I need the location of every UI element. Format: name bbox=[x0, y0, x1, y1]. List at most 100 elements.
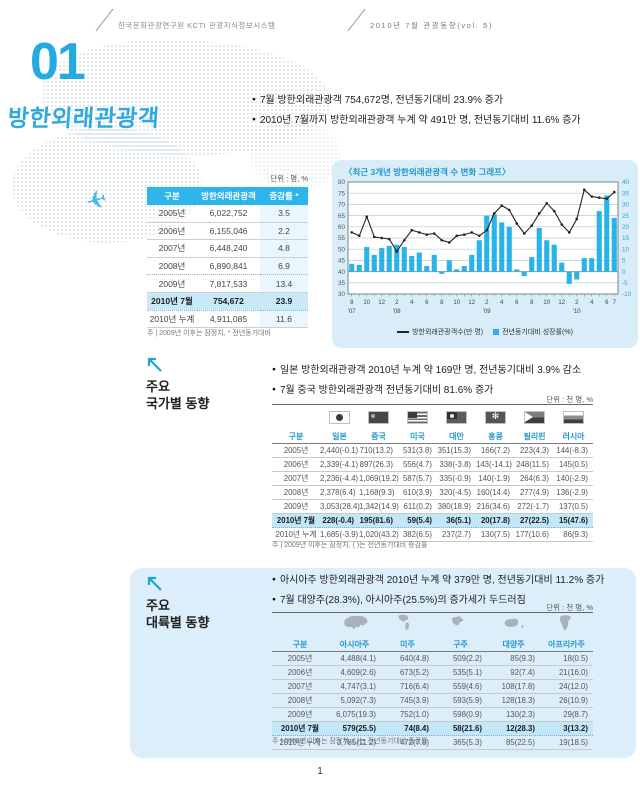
column-header: 구분 bbox=[272, 430, 320, 444]
growth-bar bbox=[544, 240, 550, 272]
table-cell: 137(0.5) bbox=[554, 499, 593, 514]
africa-continent-cell bbox=[540, 612, 593, 638]
table-cell: 320(-4.5) bbox=[437, 485, 476, 500]
table-cell: 716(6.4) bbox=[381, 679, 434, 694]
table-cell: 140(-1.9) bbox=[476, 471, 515, 486]
bar-legend-icon bbox=[493, 329, 500, 336]
growth-bar bbox=[364, 246, 370, 272]
row-header-cell: 2007년 bbox=[272, 471, 320, 486]
table-head: 구분 아시아주 미주 구주 대양주 아프리카주 bbox=[272, 612, 593, 652]
country-section-label: 주요 국가별 동향 bbox=[146, 379, 210, 411]
table-row: 2010년 7월 579(25.5) 74(8.4) 58(21.6) 12(28.3)… bbox=[272, 721, 593, 736]
visitors-point bbox=[395, 250, 399, 253]
table-row: 2008년 5,092(7.3) 745(3.9) 593(5.9) 128(18.3)… bbox=[272, 693, 593, 708]
right-axis-tick-label: 30 bbox=[622, 202, 630, 209]
x-axis-tick-label: 2 bbox=[395, 300, 399, 306]
x-axis-tick-label: 6 bbox=[605, 300, 609, 306]
right-axis-tick-label: 5 bbox=[622, 258, 626, 265]
column-header: 구분 bbox=[147, 187, 197, 205]
table-cell: 4,609(2.6) bbox=[328, 665, 381, 680]
x-axis-tick-label: 6 bbox=[425, 300, 429, 306]
left-axis-tick-label: 75 bbox=[338, 190, 346, 197]
table-body: 2005년 2,440(-0.1) 710(13.2) 531(3.8) 351(15.… bbox=[272, 443, 593, 542]
visitors-point bbox=[590, 195, 594, 198]
right-axis-tick-label: 0 bbox=[622, 269, 626, 276]
continent-bullet-list: ● 아시아주 방한외래관광객 2010년 누계 약 379만 명, 전년동기대비 … bbox=[272, 570, 604, 610]
left-axis-tick-label: 60 bbox=[338, 224, 346, 231]
usa-flag-icon bbox=[407, 410, 428, 424]
table-cell: 264(6.3) bbox=[515, 471, 554, 486]
visitors-point bbox=[350, 231, 354, 234]
growth-bar bbox=[424, 266, 430, 272]
column-header: 미주 bbox=[381, 638, 434, 652]
table-row: 2006년 6,155,046 2.2 bbox=[147, 222, 308, 241]
table-cell: 2,339(-4.1) bbox=[320, 457, 359, 472]
table-cell: 140(-2.9) bbox=[554, 471, 593, 486]
x-axis-tick-label: 7 bbox=[613, 300, 617, 306]
table-cell: 559(4.6) bbox=[434, 679, 487, 694]
table-cell: 6.9 bbox=[260, 257, 308, 276]
left-axis-tick-label: 35 bbox=[338, 280, 346, 287]
bullet-icon: ● bbox=[272, 596, 276, 603]
chart-legend: 방한외래관광객수(만 명) 전년동기대비 성장률(%) bbox=[332, 327, 638, 337]
table-cell: 535(5.1) bbox=[434, 665, 487, 680]
table-cell: 3.5 bbox=[260, 205, 308, 223]
growth-bar bbox=[356, 264, 362, 272]
visitors-point bbox=[432, 232, 436, 235]
right-axis-tick-label: 20 bbox=[622, 224, 630, 231]
x-axis-tick-label: 12 bbox=[558, 300, 565, 306]
table-cell: 3,785(11.2) bbox=[328, 735, 381, 750]
column-header: 중국 bbox=[359, 430, 398, 444]
table-row: 2010년 누계 1,685(-3.9) 1,020(43.2) 382(6.5) 23… bbox=[272, 527, 593, 542]
x-axis-tick-label: 10 bbox=[543, 300, 550, 306]
table-cell: 272(-1.7) bbox=[515, 499, 554, 514]
table-row: 2008년 2,378(6.4) 1,168(9.3) 610(3.9) 320(-4.… bbox=[272, 485, 593, 500]
row-header-cell: 2009년 bbox=[272, 707, 328, 722]
country-bullet: ● 일본 방한외래관광객 2010년 누계 약 169만 명, 전년동기대비 3.… bbox=[272, 365, 582, 376]
row-header-cell: 2008년 bbox=[272, 693, 328, 708]
table-cell: 13.4 bbox=[260, 274, 308, 293]
table-cell: 365(5.3) bbox=[434, 735, 487, 750]
row-header-cell: 2010년 누계 bbox=[272, 735, 328, 750]
intro-bullet: ● 7월 방한외래관광객 754,672명, 전년동기대비 23.9% 증가 bbox=[252, 95, 504, 106]
table-cell: 587(5.7) bbox=[398, 471, 437, 486]
visitors-point bbox=[575, 217, 579, 221]
growth-bar bbox=[521, 271, 527, 277]
visitors-point bbox=[425, 233, 429, 236]
growth-bar bbox=[604, 195, 610, 272]
row-header-cell: 2010년 누계 bbox=[147, 310, 197, 329]
visitors-line bbox=[351, 188, 615, 253]
yearly-summary-table: 구분 방한외래관광객 증감률 * 2005년 6,022,752 3.5 2006년 6,15… bbox=[147, 187, 308, 329]
growth-bar bbox=[581, 258, 587, 272]
visitors-point bbox=[402, 238, 406, 242]
bullet-icon: ● bbox=[252, 96, 256, 103]
right-axis-tick-label: 25 bbox=[622, 213, 630, 220]
continent-footnote: 주 | 2009년 이후는 잠정치, ( )는 전년동기대비 증감률 bbox=[272, 738, 428, 745]
table-cell: 754,672 bbox=[197, 292, 260, 311]
table-cell: 248(11.5) bbox=[515, 457, 554, 472]
x-axis-tick-label: 6 bbox=[515, 300, 519, 306]
visitors-point bbox=[440, 238, 444, 242]
bullet-icon: ● bbox=[272, 366, 276, 373]
right-axis-tick-label: 40 bbox=[622, 179, 630, 186]
table-cell: 130(2.3) bbox=[487, 707, 540, 722]
table-cell: 2,440(-0.1) bbox=[320, 443, 359, 458]
table-cell: 24(12.0) bbox=[540, 679, 593, 694]
table-cell: 108(17.8) bbox=[487, 679, 540, 694]
table-cell: 145(0.5) bbox=[554, 457, 593, 472]
table-cell: 745(3.9) bbox=[381, 693, 434, 708]
table-cell: 195(81.6) bbox=[359, 513, 398, 528]
row-header-cell: 2010년 7월 bbox=[272, 721, 328, 736]
visitors-point bbox=[380, 236, 384, 240]
table-cell: 579(25.5) bbox=[328, 721, 381, 736]
row-header-cell: 2005년 bbox=[147, 205, 197, 223]
row-header-cell: 2010년 7월 bbox=[147, 292, 197, 311]
row-header-cell: 2009년 bbox=[272, 499, 320, 514]
table-row: 2005년 4,488(4.1) 640(4.8) 509(2.2) 85(9.3) 18… bbox=[272, 651, 593, 666]
table-cell: 7,817,533 bbox=[197, 274, 260, 293]
header-right-text: 2010년 7월 관광동향(vol. 5) bbox=[370, 21, 493, 30]
page-number: 1 bbox=[317, 766, 323, 777]
table-cell: 12(28.3) bbox=[487, 721, 540, 736]
unit-label: 단위 : 천 명, % bbox=[546, 603, 593, 612]
